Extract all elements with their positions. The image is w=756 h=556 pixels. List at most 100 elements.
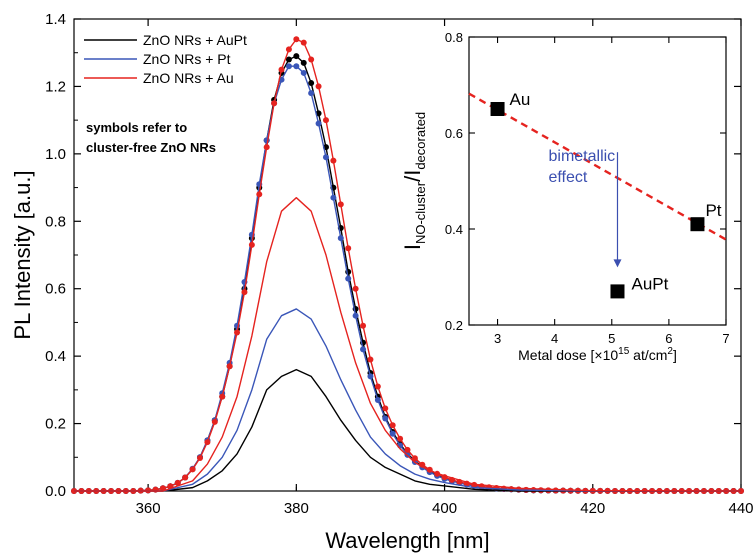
y-tick-label: 0.6 bbox=[45, 281, 66, 298]
series-point bbox=[256, 191, 263, 198]
inset-x-tick-label: 5 bbox=[608, 331, 615, 346]
series-point bbox=[300, 69, 307, 76]
series-point bbox=[367, 373, 374, 380]
series-point bbox=[404, 446, 411, 453]
series-point bbox=[293, 63, 300, 70]
inset-x-title-sup: 2 bbox=[667, 346, 673, 357]
inset-effect-arrowhead bbox=[613, 259, 622, 268]
series-point bbox=[315, 83, 322, 90]
series-point bbox=[337, 201, 344, 208]
y-tick-label: 0.8 bbox=[45, 213, 66, 230]
series-point bbox=[352, 312, 359, 319]
inset-trend-line bbox=[468, 92, 727, 241]
inset-frame bbox=[468, 36, 727, 326]
series-point bbox=[182, 474, 189, 481]
inset-y-title-sub: decorated bbox=[413, 112, 428, 170]
series-point bbox=[345, 275, 352, 282]
main-series-layer bbox=[71, 36, 744, 494]
inset-y-title-part: /I bbox=[400, 170, 425, 182]
series-1 bbox=[74, 308, 741, 492]
series-point bbox=[174, 479, 181, 486]
series-point bbox=[330, 157, 337, 164]
series-point bbox=[300, 59, 307, 66]
main-axes: 360 380 400 420 440 0.0 0.2 0.4 0.6 0.8 1.0 1.2 1.4 W… bbox=[10, 11, 754, 553]
annotation-note: symbols refer to cluster-free ZnO NRs bbox=[86, 120, 216, 155]
series-point bbox=[263, 144, 270, 151]
x-tick-label: 360 bbox=[136, 500, 161, 517]
inset-x-axis-title: Metal dose [×1015 at/cm2] bbox=[518, 346, 677, 363]
series-point bbox=[204, 439, 211, 446]
series-2 bbox=[74, 196, 742, 492]
x-axis-title: Wavelength [nm] bbox=[325, 528, 489, 553]
y-tick-label: 0.2 bbox=[45, 416, 66, 433]
x-tick-label: 440 bbox=[728, 500, 753, 517]
note-line: cluster-free ZnO NRs bbox=[86, 140, 216, 155]
series-point bbox=[367, 356, 374, 363]
series-point bbox=[345, 245, 352, 252]
series-point bbox=[285, 63, 292, 70]
series-point bbox=[374, 383, 381, 390]
inset-effect-label: effect bbox=[548, 169, 587, 186]
inset-point-label: Au bbox=[510, 90, 531, 109]
series-line bbox=[74, 196, 742, 492]
note-line: symbols refer to bbox=[86, 120, 187, 135]
x-tick-label: 380 bbox=[284, 500, 309, 517]
inset-y-title-sub: NO-cluster bbox=[413, 181, 428, 244]
series-point bbox=[374, 396, 381, 403]
series-point bbox=[308, 90, 315, 97]
inset-x-tick-label: 7 bbox=[722, 331, 729, 346]
series-line bbox=[74, 308, 741, 492]
series-point bbox=[189, 466, 196, 473]
series-point bbox=[315, 120, 322, 127]
legend: ZnO NRs + AuPt ZnO NRs + Pt ZnO NRs + Au bbox=[84, 32, 247, 86]
series-point bbox=[389, 430, 396, 437]
inset-point bbox=[690, 217, 705, 232]
series-point bbox=[300, 39, 307, 46]
inset-x-tick-label: 3 bbox=[494, 331, 501, 346]
series-point bbox=[248, 241, 255, 248]
inset-y-axis-title: INO-cluster/Idecorated bbox=[400, 112, 428, 250]
inset-x-title-part: at/cm bbox=[629, 347, 667, 363]
inset-x-title-part: Metal dose [×10 bbox=[518, 347, 618, 363]
y-tick-label: 0.4 bbox=[45, 348, 66, 365]
y-tick-label: 1.2 bbox=[45, 78, 66, 95]
series-point bbox=[211, 418, 218, 425]
series-point bbox=[271, 100, 278, 107]
series-point bbox=[360, 322, 367, 329]
inset-y-tick-label: 0.6 bbox=[445, 126, 463, 141]
series-point bbox=[293, 53, 300, 60]
inset-x-title-sup: 15 bbox=[618, 346, 630, 357]
series-point bbox=[411, 455, 418, 462]
series-point bbox=[308, 80, 315, 87]
series-point bbox=[330, 194, 337, 201]
inset-x-title-part: ] bbox=[673, 347, 677, 363]
y-tick-label: 1.0 bbox=[45, 146, 66, 163]
series-point bbox=[278, 66, 285, 73]
series-point bbox=[322, 117, 329, 124]
inset-y-tick-label: 0.4 bbox=[445, 222, 463, 237]
series-point bbox=[285, 56, 292, 63]
series-point bbox=[360, 346, 367, 353]
series-point bbox=[234, 329, 241, 336]
series-point bbox=[382, 415, 389, 422]
legend-label: ZnO NRs + AuPt bbox=[143, 32, 247, 48]
inset-effect-label: bimetallic bbox=[548, 148, 615, 165]
x-tick-label: 420 bbox=[580, 500, 605, 517]
series-point bbox=[397, 435, 404, 442]
series-point bbox=[337, 235, 344, 242]
inset-point-label: AuPt bbox=[631, 274, 668, 293]
series-point bbox=[226, 363, 233, 370]
inset-y-tick-label: 0.2 bbox=[445, 318, 463, 333]
series-point bbox=[219, 393, 226, 400]
series-0 bbox=[74, 368, 741, 492]
series-point bbox=[152, 486, 159, 493]
series-point bbox=[293, 36, 300, 43]
series-point bbox=[352, 285, 359, 292]
inset-x-tick-label: 6 bbox=[665, 331, 672, 346]
y-tick-label: 0.0 bbox=[45, 483, 66, 500]
inset-point-label: Pt bbox=[705, 201, 721, 220]
series-point bbox=[196, 454, 203, 461]
legend-label: ZnO NRs + Pt bbox=[143, 51, 231, 67]
inset-chart: 3 4 5 6 70.20.40.60.8bimetalliceffectAuPtAuP… bbox=[400, 30, 730, 363]
